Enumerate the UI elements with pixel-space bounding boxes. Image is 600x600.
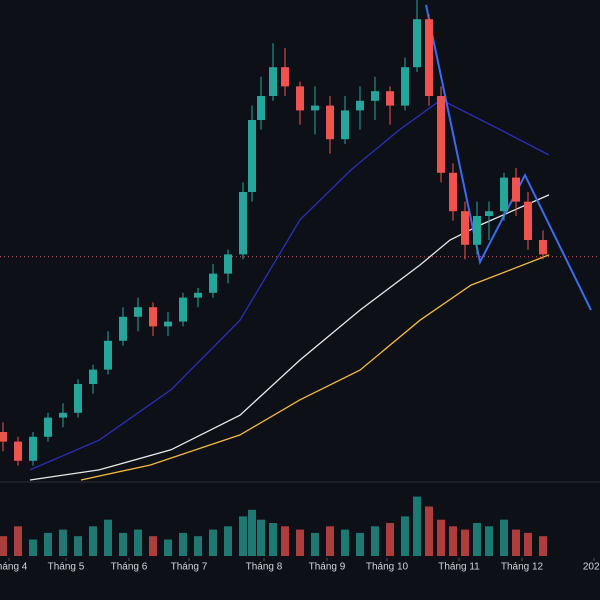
volume-bar (209, 529, 217, 556)
candle-body (44, 417, 52, 437)
volume-bar (425, 506, 433, 556)
volume-bar (59, 529, 67, 556)
candle-body (524, 201, 532, 240)
volume-bar (449, 526, 457, 556)
x-tick-label: 2026 (583, 562, 600, 573)
volume-bar (104, 519, 112, 556)
x-tick-label: Tháng 11 (438, 562, 480, 573)
candle-body (224, 254, 232, 274)
candle-body (239, 192, 247, 255)
volume-bar (512, 529, 520, 556)
candle-body (413, 19, 421, 68)
candle-body (311, 105, 319, 111)
candle-body (14, 441, 22, 461)
candle-body (512, 177, 520, 202)
candle-body (326, 105, 334, 140)
indicator-line (425, 4, 592, 311)
x-tick-label: Tháng 10 (366, 562, 409, 573)
candle-body (281, 67, 289, 87)
x-tick-label: Tháng 6 (111, 562, 148, 573)
candle-body (257, 96, 265, 120)
candle-body (539, 240, 547, 255)
volume-bar (257, 519, 265, 556)
candle-body (209, 273, 217, 293)
volume-bar (437, 519, 445, 556)
candle-body (371, 91, 379, 101)
candle-body (356, 100, 364, 111)
volume-bar (371, 526, 379, 556)
volume-bar (29, 539, 37, 556)
candle-body (425, 19, 433, 97)
volume-bar (341, 529, 349, 556)
candle-body (0, 432, 7, 442)
x-tick-label: Tháng 7 (171, 562, 208, 573)
volume-bar (356, 532, 364, 556)
volume-bar (386, 523, 394, 556)
volume-bar (401, 516, 409, 556)
volume-bar (413, 496, 421, 556)
volume-bar (149, 536, 157, 556)
candle-body (500, 177, 508, 212)
volume-bar (296, 529, 304, 556)
candle-body (296, 86, 304, 111)
candle-body (386, 91, 394, 106)
volume-bar (194, 536, 202, 556)
indicator-line (29, 99, 550, 471)
candle-body (164, 321, 172, 327)
volume-bar (164, 539, 172, 556)
volume-bar (311, 532, 319, 556)
volume-bar (524, 532, 532, 556)
volume-bar (326, 526, 334, 556)
volume-bar (134, 529, 142, 556)
volume-bar (44, 532, 52, 556)
candle-body (179, 297, 187, 322)
volume-bar (119, 532, 127, 556)
candle-body (341, 110, 349, 140)
indicator-line (80, 254, 550, 481)
volume-bar (179, 532, 187, 556)
x-tick-label: Tháng 5 (48, 562, 85, 573)
volume-bar (239, 516, 247, 556)
candle-body (461, 211, 469, 245)
volume-bar (248, 509, 256, 556)
volume-bar (281, 526, 289, 556)
candle-body (119, 316, 127, 341)
candle-body (149, 307, 157, 327)
volume-bar (89, 526, 97, 556)
candle-body (248, 120, 256, 192)
volume-bar (485, 526, 493, 556)
volume-bar (269, 523, 277, 556)
volume-bar (473, 523, 481, 556)
candle-body (29, 436, 37, 461)
volume-bar (14, 526, 22, 556)
volume-bar (461, 529, 469, 556)
volume-bar (0, 536, 7, 556)
candle-body (134, 307, 142, 317)
candle-body (269, 67, 277, 96)
x-tick-label: Tháng 9 (309, 562, 346, 573)
candle-body (437, 96, 445, 173)
x-tick-label: Tháng 4 (0, 562, 28, 573)
candle-body (194, 292, 202, 298)
volume-bar (500, 519, 508, 556)
volume-bar (539, 536, 547, 556)
candle-body (104, 340, 112, 370)
candle-body (59, 412, 67, 418)
x-tick-label: Tháng 8 (246, 562, 283, 573)
candle-body (401, 67, 409, 106)
volume-bar (224, 526, 232, 556)
x-tick-label: Tháng 12 (501, 562, 544, 573)
candle-body (485, 211, 493, 216)
candle-body (89, 369, 97, 384)
candle-body (473, 216, 481, 245)
candle-body (449, 172, 457, 212)
volume-bar (74, 536, 82, 556)
candle-body (74, 384, 82, 413)
